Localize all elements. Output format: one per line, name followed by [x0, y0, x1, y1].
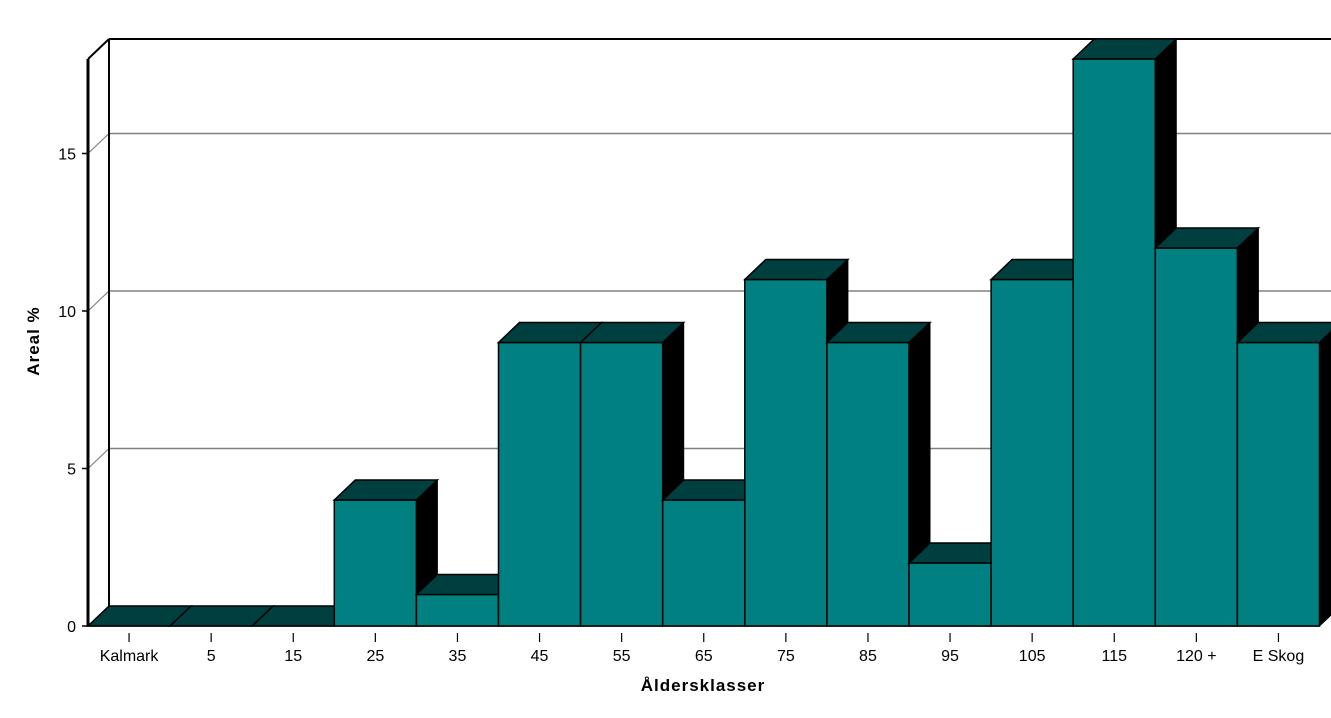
bar-front: [1236, 341, 1321, 627]
x-tick-label: 5: [207, 648, 216, 665]
bar-top: [1153, 227, 1261, 249]
x-tick-label: 25: [366, 648, 384, 665]
x-tick-label: 35: [449, 648, 467, 665]
y-tick-label: 15: [58, 147, 76, 164]
gridline-diagonal: [87, 290, 110, 312]
bar-front: [661, 499, 746, 627]
x-tick-label: Kalmark: [100, 648, 160, 665]
x-tick-label: 95: [941, 648, 959, 665]
x-tick-label: 85: [859, 648, 877, 665]
bar-front: [415, 593, 500, 627]
bar-top: [742, 258, 850, 281]
bars-layer: [86, 37, 1331, 628]
bar: [825, 321, 932, 628]
labels-layer: 0 5 10 15 Kalmark 5 15 25 35 45 55 65 75 85 95 105 115 12…: [58, 147, 1304, 666]
y-tick-label: 5: [67, 462, 76, 479]
x-tick-label: 45: [531, 648, 549, 665]
bar-side: [1319, 330, 1331, 628]
x-tick-label: 55: [613, 648, 631, 665]
y-tick-label: 10: [58, 304, 76, 321]
x-tick-label: 75: [777, 648, 795, 665]
bar: [578, 321, 686, 628]
bar-front: [1072, 58, 1157, 627]
bar-top: [578, 321, 686, 344]
bar-front: [826, 341, 910, 627]
x-axis-title: Åldersklasser: [641, 676, 766, 695]
side-wall-top: [87, 38, 110, 60]
bar-top: [332, 479, 440, 501]
x-tick-label: 65: [695, 648, 713, 665]
bar: [332, 478, 440, 628]
bar-front: [990, 278, 1074, 627]
bar: [414, 573, 522, 628]
x-tick-label: 15: [284, 648, 302, 665]
x-tick-label: 115: [1101, 648, 1127, 665]
x-tick-label: E Skog: [1253, 648, 1305, 665]
y-axis-title: Areal %: [24, 306, 43, 375]
bar-front: [744, 278, 828, 627]
bar-top: [1235, 321, 1331, 344]
x-tick-label: 105: [1019, 648, 1046, 665]
bar-front: [497, 341, 582, 627]
bar-top: [825, 321, 932, 344]
bar-front: [908, 562, 992, 627]
gridline-diagonal: [87, 448, 110, 469]
bar-top: [1071, 38, 1179, 60]
gridline-diagonal: [87, 133, 110, 154]
x-tick-label: 120 +: [1176, 648, 1216, 665]
bar: [1235, 321, 1331, 628]
bar-front: [579, 341, 664, 627]
bar-front: [333, 499, 418, 627]
y-tick-label: 0: [67, 619, 76, 636]
bar-front: [1154, 247, 1239, 627]
